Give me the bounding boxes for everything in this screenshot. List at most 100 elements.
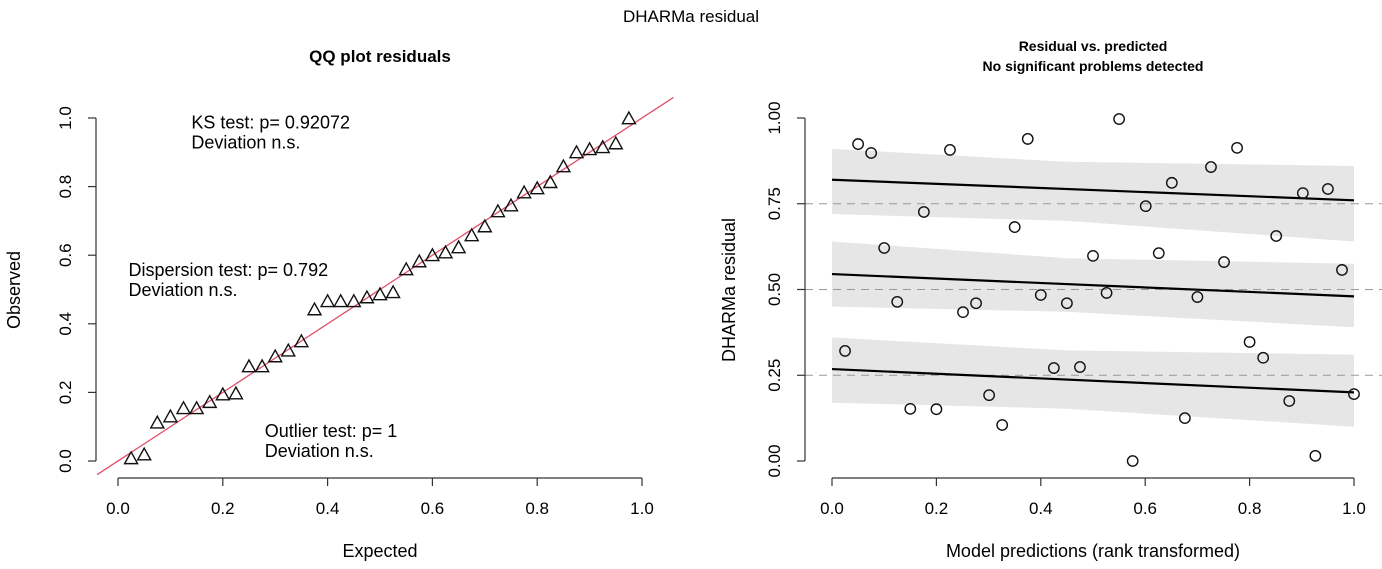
rp-point — [1074, 361, 1086, 373]
qq-point — [516, 184, 532, 199]
rp-y-tick-label: 0.00 — [765, 444, 784, 477]
qq-y-tick-label: 0.2 — [56, 381, 75, 405]
qq-point — [319, 293, 336, 308]
qq-point — [608, 135, 624, 150]
rp-fit-line-q0.25 — [831, 367, 1355, 394]
rp-axes: 0.0 0.2 0.4 0.6 0.8 1.0 0.00 0.25 0.50 0.75 1.00 — [765, 101, 1366, 518]
rp-confidence-bands — [832, 148, 1354, 427]
rp-x-axis-title: Model predictions (rank transformed) — [946, 541, 1240, 561]
qq-point — [254, 358, 270, 373]
rp-point — [1034, 289, 1047, 301]
rp-point — [1100, 287, 1113, 299]
rp-point — [1283, 395, 1296, 407]
rp-point — [930, 403, 943, 416]
rp-y-tick-label: 1.00 — [765, 101, 784, 134]
rp-title: Residual vs. predicted — [1019, 38, 1168, 54]
qq-x-tick-label: 0.6 — [421, 499, 445, 518]
qq-point — [136, 446, 152, 461]
rp-point — [1270, 230, 1283, 242]
qq-point — [162, 408, 179, 423]
dispersion-test-line: Dispersion test: p= 0.792 — [128, 260, 328, 280]
rp-point — [957, 306, 969, 319]
rp-point — [1178, 412, 1191, 425]
rp-y-tick-label: 0.25 — [765, 359, 784, 392]
rp-point — [1336, 264, 1348, 276]
rp-point — [1021, 133, 1034, 145]
rp-point — [1113, 113, 1126, 125]
qq-y-tick-label: 1.0 — [56, 106, 75, 130]
rp-y-tick-label: 0.50 — [765, 273, 784, 306]
qq-point — [398, 261, 414, 276]
qq-point — [542, 174, 558, 189]
rp-point — [1139, 200, 1152, 213]
rp-point — [1126, 455, 1139, 467]
rp-point — [891, 295, 904, 308]
rp-fit-line-q0.75 — [831, 178, 1355, 202]
rp-points — [839, 113, 1360, 467]
rp-point — [1243, 336, 1256, 348]
ks-test-line: Deviation n.s. — [191, 132, 300, 152]
qq-point — [267, 348, 283, 363]
qq-x-tick-label: 0.0 — [106, 499, 130, 518]
rp-x-tick-label: 0.4 — [1029, 499, 1053, 518]
rp-point — [1165, 176, 1178, 189]
rp-point — [1087, 249, 1099, 262]
qq-point — [490, 203, 506, 218]
qq-y-tick-label: 0.8 — [56, 175, 75, 199]
qq-y-axis-title: Observed — [4, 251, 24, 329]
rp-point — [1205, 161, 1217, 173]
rp-point — [970, 297, 982, 310]
qq-point — [595, 139, 611, 154]
rp-point — [1231, 141, 1243, 154]
rp-point — [1008, 221, 1021, 233]
dispersion-test-line: Deviation n.s. — [128, 280, 237, 300]
qq-point — [346, 293, 362, 308]
qq-x-axis-title: Expected — [342, 541, 417, 561]
qq-point — [215, 386, 231, 401]
rp-point — [1047, 362, 1060, 374]
outlier-test-line: Deviation n.s. — [265, 441, 374, 461]
rp-point — [1218, 256, 1230, 268]
qq-point — [333, 293, 349, 308]
rp-x-tick-label: 1.0 — [1342, 499, 1366, 518]
qq-axes: 0.0 0.2 0.4 0.6 0.8 1.0 0.0 0.2 0.4 0.6 0.8 1.0 — [56, 106, 654, 518]
qq-point — [372, 286, 388, 301]
qq-point — [149, 414, 165, 429]
qq-point — [202, 394, 218, 409]
rp-point — [852, 138, 864, 150]
rp-point — [996, 419, 1009, 431]
rp-point — [878, 242, 891, 254]
rp-point — [1296, 187, 1309, 200]
qq-reference-line — [96, 96, 674, 476]
rp-point — [1152, 247, 1165, 260]
qq-point — [306, 301, 323, 316]
rp-point — [944, 143, 956, 156]
qq-x-tick-label: 0.2 — [211, 499, 235, 518]
qq-x-tick-label: 1.0 — [630, 499, 654, 518]
rp-point — [1348, 388, 1360, 401]
qq-plot-panel: QQ plot residuals Expected Observed 0.0 0… — [4, 47, 674, 561]
rp-point — [1322, 183, 1334, 195]
qq-y-tick-label: 0.4 — [56, 312, 75, 336]
qq-point — [188, 400, 205, 415]
rp-y-axis-title: DHARMa residual — [719, 218, 739, 362]
qq-point — [568, 144, 585, 159]
qq-point — [450, 239, 467, 254]
qq-point — [503, 197, 519, 212]
qq-point — [228, 385, 244, 400]
qq-x-tick-label: 0.8 — [525, 499, 549, 518]
qq-point — [529, 180, 545, 195]
qq-point — [477, 218, 493, 233]
qq-point — [359, 289, 375, 304]
rp-x-tick-label: 0.0 — [820, 499, 844, 518]
qq-y-tick-label: 0.6 — [56, 243, 75, 267]
qq-points — [123, 110, 637, 465]
qq-point — [424, 247, 441, 262]
rp-y-tick-label: 0.75 — [765, 187, 784, 220]
outlier-test-line: Outlier test: p= 1 — [265, 421, 398, 441]
qq-point — [123, 450, 139, 465]
